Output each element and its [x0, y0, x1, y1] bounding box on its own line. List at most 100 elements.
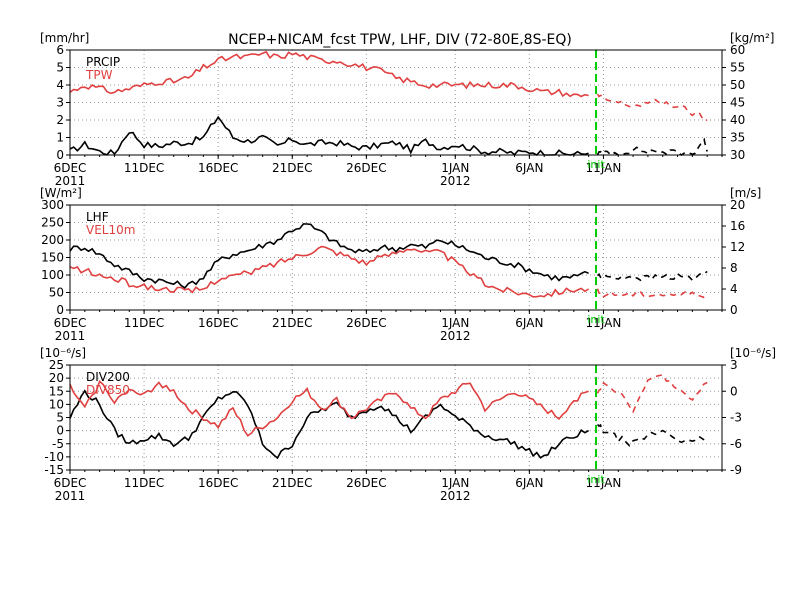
y-tick-label-left: 5: [56, 411, 64, 425]
series-line-lhf: [69, 223, 589, 289]
series-line-div200: [69, 389, 589, 460]
panel-1: [mm/hr] [kg/m²]0123456303540455055606DEC2…: [40, 31, 774, 188]
x-tick-sublabel: 2012: [440, 489, 471, 503]
y-tick-label-left: 1: [56, 131, 64, 145]
legend-entry: PRCIP: [86, 55, 120, 69]
y-tick-label-left: 6: [56, 43, 64, 57]
series-line-div850: [69, 380, 589, 437]
y-tick-label-left: 25: [49, 358, 64, 372]
y-tick-label-left: 2: [56, 113, 64, 127]
x-tick-label: 6DEC: [54, 316, 87, 330]
legend-entry: VEL10m: [86, 223, 135, 237]
x-tick-label: 11DEC: [124, 161, 164, 175]
y-tick-label-left: 50: [49, 286, 64, 300]
series-line-div850-fcst: [596, 374, 708, 414]
x-tick-label: 26DEC: [346, 161, 386, 175]
series-line-vel10m-fcst: [596, 288, 708, 299]
series-line-prcip: [69, 115, 589, 156]
y-tick-label-right: 30: [730, 148, 745, 162]
x-tick-label: 21DEC: [272, 316, 312, 330]
y-tick-label-left: 200: [41, 233, 64, 247]
x-tick-label: 11DEC: [124, 316, 164, 330]
y-tick-label-right: 50: [730, 78, 745, 92]
y-tick-label-left: 15: [49, 384, 64, 398]
y-tick-label-left: -10: [44, 450, 64, 464]
x-tick-sublabel: 2011: [55, 329, 86, 343]
series-line-div200-fcst: [596, 423, 708, 447]
x-tick-sublabel: 2012: [440, 174, 471, 188]
y-axis-label-left: [mm/hr]: [40, 31, 89, 45]
plot-frame: [69, 364, 723, 471]
y-tick-label-left: 0: [56, 424, 64, 438]
legend-entry: TPW: [85, 68, 113, 82]
series-line-tpw-fcst: [596, 93, 708, 122]
y-axis-label-right: [m/s]: [730, 186, 761, 200]
init-label: init: [587, 158, 605, 171]
y-tick-label-left: 250: [41, 216, 64, 230]
panel-3: [10⁻⁶/s] [10⁻⁶/s]-15-10-50510152025-9-6-3…: [40, 346, 776, 503]
y-tick-label-right: 45: [730, 96, 745, 110]
series-line-prcip-fcst: [596, 137, 708, 157]
x-tick-label: 1JAN: [441, 316, 469, 330]
y-tick-label-left: 0: [56, 148, 64, 162]
y-tick-label-right: 55: [730, 61, 745, 75]
y-tick-label-left: 300: [41, 198, 64, 212]
legend-entry: DIV200: [86, 370, 130, 384]
x-tick-label: 1JAN: [441, 476, 469, 490]
y-tick-label-left: 150: [41, 251, 64, 265]
legend-entry: LHF: [86, 210, 109, 224]
x-tick-label: 16DEC: [198, 161, 238, 175]
plot-frame: [69, 204, 723, 311]
x-tick-label: 21DEC: [272, 161, 312, 175]
y-tick-label-right: 20: [730, 198, 745, 212]
x-tick-label: 26DEC: [346, 476, 386, 490]
x-tick-label: 6JAN: [515, 476, 543, 490]
y-tick-label-right: 8: [730, 261, 738, 275]
y-tick-label-right: 0: [730, 384, 738, 398]
plot-frame: [69, 49, 723, 156]
y-tick-label-left: 20: [49, 371, 64, 385]
y-tick-label-right: 60: [730, 43, 745, 57]
x-tick-label: 26DEC: [346, 316, 386, 330]
y-tick-label-right: 40: [730, 113, 745, 127]
series-line-lhf-fcst: [596, 270, 708, 282]
y-tick-label-right: 0: [730, 303, 738, 317]
y-tick-label-left: 100: [41, 268, 64, 282]
y-axis-label-right: [kg/m²]: [730, 31, 774, 45]
y-tick-label-right: 3: [730, 358, 738, 372]
y-axis-label-left: [10⁻⁶/s]: [40, 346, 86, 360]
chart-title: NCEP+NICAM_fcst TPW, LHF, DIV (72-80E,8S…: [228, 32, 572, 48]
y-tick-label-left: 3: [56, 96, 64, 110]
x-tick-label: 6DEC: [54, 476, 87, 490]
x-tick-sublabel: 2012: [440, 329, 471, 343]
y-tick-label-right: -9: [730, 463, 742, 477]
x-tick-label: 16DEC: [198, 316, 238, 330]
x-tick-sublabel: 2011: [55, 489, 86, 503]
y-tick-label-left: 0: [56, 303, 64, 317]
y-tick-label-right: 35: [730, 131, 745, 145]
chart-panels: [mm/hr] [kg/m²]0123456303540455055606DEC2…: [40, 31, 776, 503]
x-tick-label: 11JAN: [586, 161, 622, 175]
x-tick-label: 21DEC: [272, 476, 312, 490]
y-axis-label-left: [W/m²]: [40, 186, 82, 200]
init-label: init: [587, 473, 605, 486]
x-tick-label: 6JAN: [515, 161, 543, 175]
y-tick-label-right: 16: [730, 219, 745, 233]
y-tick-label-right: -3: [730, 411, 742, 425]
series-line-tpw: [69, 50, 589, 98]
x-tick-label: 16DEC: [198, 476, 238, 490]
y-tick-label-left: 5: [56, 61, 64, 75]
y-tick-label-right: -6: [730, 437, 742, 451]
y-tick-label-left: -15: [44, 463, 64, 477]
x-tick-label: 11DEC: [124, 476, 164, 490]
x-tick-label: 11JAN: [586, 476, 622, 490]
series-line-vel10m: [69, 245, 590, 298]
x-tick-label: 6DEC: [54, 161, 87, 175]
x-tick-sublabel: 2011: [55, 174, 86, 188]
legend-entry: DIV850: [86, 383, 130, 397]
x-tick-label: 11JAN: [586, 316, 622, 330]
panel-2: [W/m²] [m/s] 0 50 100 150 200 250 300 0 4 8 12 16 20 6D…: [40, 186, 761, 343]
x-tick-label: 1JAN: [441, 161, 469, 175]
y-tick-label-right: 4: [730, 282, 738, 296]
y-tick-label-left: 4: [56, 78, 64, 92]
